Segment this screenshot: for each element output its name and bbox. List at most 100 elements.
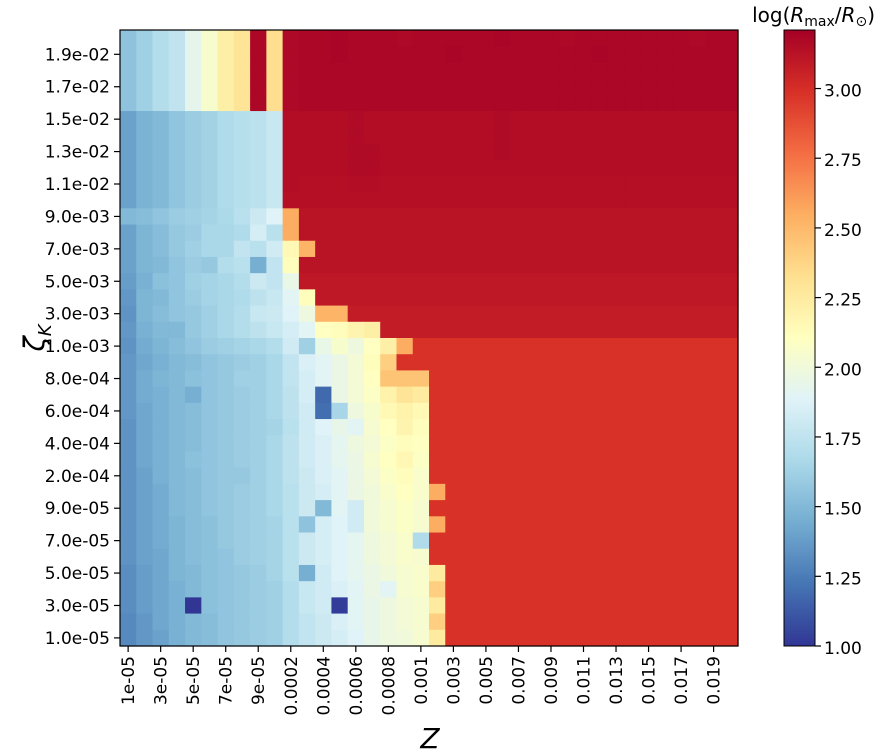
heatmap-cell bbox=[689, 581, 707, 598]
heatmap-cell bbox=[185, 532, 202, 550]
heatmap-cell bbox=[250, 516, 267, 534]
heatmap-cell bbox=[461, 338, 479, 355]
heatmap-cell bbox=[705, 175, 723, 193]
heatmap-cell bbox=[266, 78, 284, 96]
heatmap-cell bbox=[282, 62, 300, 80]
heatmap-cell bbox=[494, 354, 511, 372]
heatmap-cell bbox=[152, 338, 170, 355]
heatmap-cell bbox=[363, 419, 381, 436]
heatmap-cell bbox=[396, 516, 414, 534]
heatmap-cell bbox=[136, 30, 154, 47]
heatmap-cell bbox=[672, 62, 690, 80]
heatmap-cell bbox=[136, 62, 154, 80]
heatmap-cell bbox=[233, 289, 251, 307]
heatmap-cell bbox=[380, 256, 398, 274]
heatmap-cell bbox=[705, 419, 723, 436]
colorbar-label: log(Rmax/R⊙) bbox=[752, 3, 875, 30]
heatmap-cell bbox=[477, 256, 495, 274]
heatmap-cell bbox=[640, 386, 658, 404]
heatmap-cell bbox=[607, 613, 625, 631]
colorbar bbox=[783, 29, 816, 647]
heatmap-cell bbox=[217, 338, 235, 355]
heatmap-cell bbox=[331, 613, 349, 631]
heatmap-cell bbox=[591, 175, 609, 193]
heatmap-cell bbox=[510, 386, 528, 404]
heatmap-cell bbox=[363, 175, 381, 193]
heatmap-cell bbox=[705, 46, 723, 64]
heatmap-cell bbox=[363, 548, 381, 566]
heatmap-cell bbox=[705, 321, 723, 339]
heatmap-cell bbox=[672, 143, 690, 161]
heatmap-cell bbox=[721, 402, 739, 420]
y-tick-label: 6.0e-04 bbox=[45, 402, 110, 422]
heatmap-cell bbox=[445, 629, 463, 647]
heatmap-cell bbox=[672, 111, 690, 128]
heatmap-cell bbox=[542, 94, 560, 112]
heatmap-cell bbox=[201, 256, 219, 274]
heatmap-cell bbox=[445, 78, 463, 96]
heatmap-cell bbox=[298, 548, 316, 566]
heatmap-cell bbox=[689, 532, 707, 550]
heatmap-cell bbox=[721, 532, 739, 550]
x-tick-label: 0.011 bbox=[575, 656, 595, 705]
heatmap-cell bbox=[526, 338, 544, 355]
heatmap-cell bbox=[575, 629, 593, 647]
colorbar-label-slash: / bbox=[835, 3, 842, 27]
heatmap-cell bbox=[168, 321, 186, 339]
colorbar-label-sub1: max bbox=[804, 14, 835, 30]
heatmap-cell bbox=[721, 305, 739, 323]
heatmap-cell bbox=[282, 467, 300, 485]
heatmap-cell bbox=[298, 581, 316, 598]
heatmap-cell bbox=[721, 338, 739, 355]
heatmap-cell bbox=[282, 305, 300, 323]
heatmap-cell bbox=[380, 338, 398, 355]
heatmap-cell bbox=[494, 516, 511, 534]
heatmap-cell bbox=[477, 208, 495, 226]
heatmap-cell bbox=[705, 386, 723, 404]
heatmap-cell bbox=[656, 532, 674, 550]
heatmap-cell bbox=[185, 208, 202, 226]
heatmap-cell bbox=[396, 467, 414, 485]
heatmap-cell bbox=[331, 354, 349, 372]
heatmap-cell bbox=[201, 581, 219, 598]
heatmap-cell bbox=[168, 111, 186, 128]
heatmap-cell bbox=[510, 581, 528, 598]
heatmap-cell bbox=[689, 500, 707, 517]
heatmap-cell bbox=[185, 94, 202, 112]
heatmap-cell bbox=[298, 354, 316, 372]
heatmap-cell bbox=[185, 62, 202, 80]
heatmap-cell bbox=[591, 435, 609, 453]
y-axis-label-main: ζ bbox=[18, 335, 51, 353]
heatmap-cell bbox=[266, 94, 284, 112]
heatmap-cell bbox=[120, 402, 137, 420]
heatmap-cell bbox=[494, 305, 511, 323]
heatmap-cell bbox=[575, 321, 593, 339]
heatmap-cell bbox=[185, 419, 202, 436]
heatmap-cell bbox=[689, 175, 707, 193]
heatmap-cell bbox=[640, 500, 658, 517]
heatmap-cell bbox=[282, 564, 300, 582]
heatmap-cell bbox=[201, 175, 219, 193]
heatmap-cell bbox=[298, 175, 316, 193]
heatmap-cell bbox=[591, 532, 609, 550]
heatmap-cell bbox=[315, 62, 333, 80]
heatmap-cell bbox=[510, 451, 528, 469]
heatmap-cell bbox=[477, 273, 495, 290]
heatmap-cell bbox=[607, 46, 625, 64]
heatmap-cell bbox=[168, 62, 186, 80]
y-tick-label: 1.1e-02 bbox=[45, 175, 110, 195]
heatmap-cell bbox=[721, 127, 739, 145]
heatmap-cell bbox=[656, 224, 674, 242]
heatmap-cell bbox=[152, 321, 170, 339]
heatmap-cell bbox=[347, 548, 365, 566]
heatmap-cell bbox=[412, 46, 430, 64]
heatmap-cell bbox=[315, 338, 333, 355]
heatmap-cell bbox=[542, 483, 560, 501]
heatmap-cell bbox=[347, 192, 365, 209]
heatmap-cell bbox=[331, 224, 349, 242]
heatmap-cell bbox=[559, 78, 576, 96]
heatmap-cell bbox=[429, 354, 446, 372]
heatmap-cell bbox=[298, 597, 316, 615]
heatmap-cell bbox=[282, 273, 300, 290]
heatmap-cell bbox=[575, 402, 593, 420]
